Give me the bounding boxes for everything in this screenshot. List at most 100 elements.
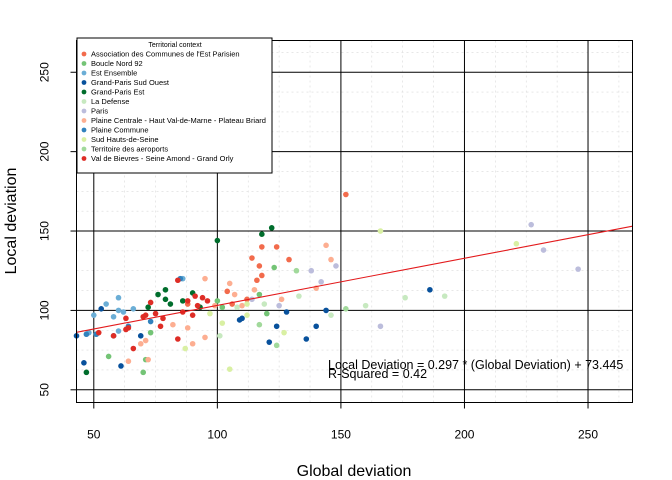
data-point (333, 263, 339, 269)
data-point (123, 315, 129, 322)
data-point (323, 242, 329, 249)
data-point (251, 286, 258, 293)
data-point (343, 191, 349, 198)
data-point (278, 296, 285, 303)
data-point (528, 221, 534, 228)
data-point (441, 293, 448, 299)
y-tick-label: 50 (38, 383, 52, 397)
legend-swatch (81, 80, 87, 85)
legend-swatch (81, 156, 87, 161)
legend-label: Paris (91, 107, 108, 116)
data-point (513, 240, 520, 247)
y-tick-label: 250 (38, 62, 52, 82)
data-point (427, 286, 433, 293)
data-point (105, 353, 112, 360)
data-point (231, 291, 238, 298)
data-point (259, 244, 265, 250)
data-point (115, 307, 122, 314)
data-point (81, 360, 87, 366)
data-point (224, 288, 231, 295)
data-point (261, 301, 268, 307)
data-point (118, 363, 124, 369)
data-point (296, 293, 302, 299)
legend-swatch (81, 61, 87, 66)
legend-swatch (81, 118, 87, 123)
legend-label: La Defense (91, 97, 129, 106)
legend: Territorial context Association des Comm… (76, 37, 273, 174)
y-tick-label: 100 (38, 300, 52, 320)
data-point (328, 256, 334, 263)
x-tick-label: 150 (331, 428, 351, 442)
data-point (540, 247, 547, 253)
data-point (140, 369, 147, 376)
x-tick-label: 250 (578, 428, 598, 442)
data-point (234, 304, 240, 311)
data-point (377, 228, 384, 234)
data-point (276, 302, 282, 309)
data-point (226, 280, 233, 287)
data-point (182, 345, 189, 352)
data-point (328, 312, 334, 318)
data-point (343, 306, 349, 312)
y-axis-title: Local deviation (3, 168, 20, 275)
data-point (313, 323, 319, 330)
legend-swatch (81, 137, 87, 142)
legend-label: Plaine Centrale - Haut Val-de-Marne - Pl… (91, 116, 266, 125)
data-point (145, 304, 151, 311)
data-point (110, 333, 117, 339)
x-axis: 50 100 150 200 250 (87, 402, 598, 442)
data-point (263, 310, 270, 317)
data-point (293, 267, 300, 274)
x-axis-title: Global deviation (297, 463, 412, 480)
major-grid (76, 40, 633, 403)
legend-swatch (81, 70, 87, 76)
data-point (283, 309, 290, 315)
legend-label: Grand-Paris Est (91, 88, 145, 97)
data-point (244, 312, 250, 318)
data-point (199, 294, 206, 301)
data-point (308, 267, 315, 274)
regression-line (76, 225, 633, 333)
data-point (214, 237, 221, 244)
legend-swatch (81, 89, 87, 95)
data-point (90, 312, 97, 318)
data-point (273, 342, 280, 349)
data-point (266, 339, 273, 345)
data-point (170, 321, 176, 328)
data-point (244, 301, 250, 307)
legend-label: Association des Communes de l'Est Parisi… (91, 50, 240, 59)
data-point (110, 313, 117, 320)
legend-swatch (81, 127, 87, 133)
legend-swatch (81, 108, 87, 114)
data-point (273, 244, 280, 250)
data-point (254, 277, 260, 284)
data-point (303, 336, 310, 342)
data-point (83, 331, 90, 338)
data-point (202, 334, 208, 341)
data-point (402, 294, 408, 301)
data-point (155, 291, 161, 298)
data-point (145, 356, 151, 363)
legend-items: Association des Communes de l'Est Parisi… (81, 50, 266, 163)
data-point (268, 225, 275, 231)
data-point (281, 329, 287, 336)
data-point (259, 272, 265, 279)
data-point (160, 315, 166, 322)
data-point (204, 298, 211, 304)
x-tick-label: 200 (454, 428, 474, 442)
data-point (147, 299, 154, 306)
data-point (189, 312, 196, 318)
legend-swatch (81, 99, 87, 104)
legend-label: Plaine Commune (91, 126, 149, 135)
regression-equation: Local Deviation = 0.297 * (Global Deviat… (328, 358, 623, 372)
data-point (125, 358, 132, 365)
data-point (179, 298, 186, 304)
data-point (137, 340, 144, 347)
regression-layer (76, 225, 633, 333)
data-point (249, 255, 255, 261)
data-point (192, 293, 198, 299)
data-point (175, 277, 181, 284)
data-point (98, 306, 105, 312)
legend-label: Territoire des aeroports (91, 145, 168, 154)
data-point (219, 320, 226, 326)
